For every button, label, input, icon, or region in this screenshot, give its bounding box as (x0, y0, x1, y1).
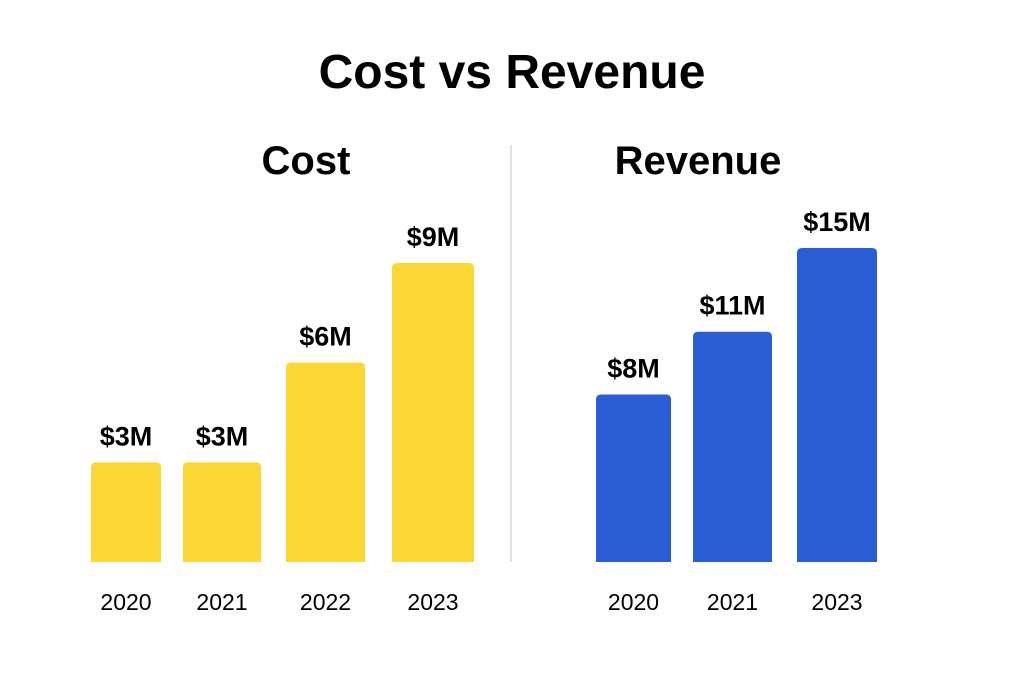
cost-x-tick-label: 2021 (196, 589, 247, 615)
cost-panel: Cost $3M 2020 $3M 2021 $6M 2022 $9M 2023 (91, 139, 474, 615)
revenue-x-tick-label: 2020 (608, 589, 659, 615)
cost-x-tick-label: 2023 (407, 589, 458, 615)
cost-bar-2022 (286, 362, 365, 562)
cost-bar-2023 (392, 263, 474, 562)
cost-value-label: $3M (196, 421, 249, 451)
revenue-bar-2023 (797, 248, 877, 562)
cost-value-label: $3M (100, 421, 153, 451)
revenue-x-tick-label: 2021 (707, 589, 758, 615)
cost-x-tick-label: 2022 (300, 589, 351, 615)
cost-bar-2020 (91, 462, 161, 562)
revenue-panel-title: Revenue (615, 139, 782, 183)
revenue-panel: Revenue $8M 2020 $11M 2021 $15M 2023 (596, 139, 877, 615)
revenue-x-tick-label: 2023 (811, 589, 862, 615)
revenue-bar-2021 (693, 331, 772, 562)
cost-x-tick-label: 2020 (100, 589, 151, 615)
cost-panel-title: Cost (262, 139, 351, 183)
revenue-value-label: $8M (607, 354, 660, 384)
cost-bar-2021 (183, 462, 261, 562)
revenue-value-label: $11M (699, 291, 765, 321)
revenue-bar-2020 (596, 394, 671, 562)
cost-value-label: $9M (407, 222, 460, 252)
chart-title: Cost vs Revenue (319, 46, 706, 99)
cost-value-label: $6M (299, 322, 352, 352)
revenue-value-label: $15M (803, 207, 871, 237)
